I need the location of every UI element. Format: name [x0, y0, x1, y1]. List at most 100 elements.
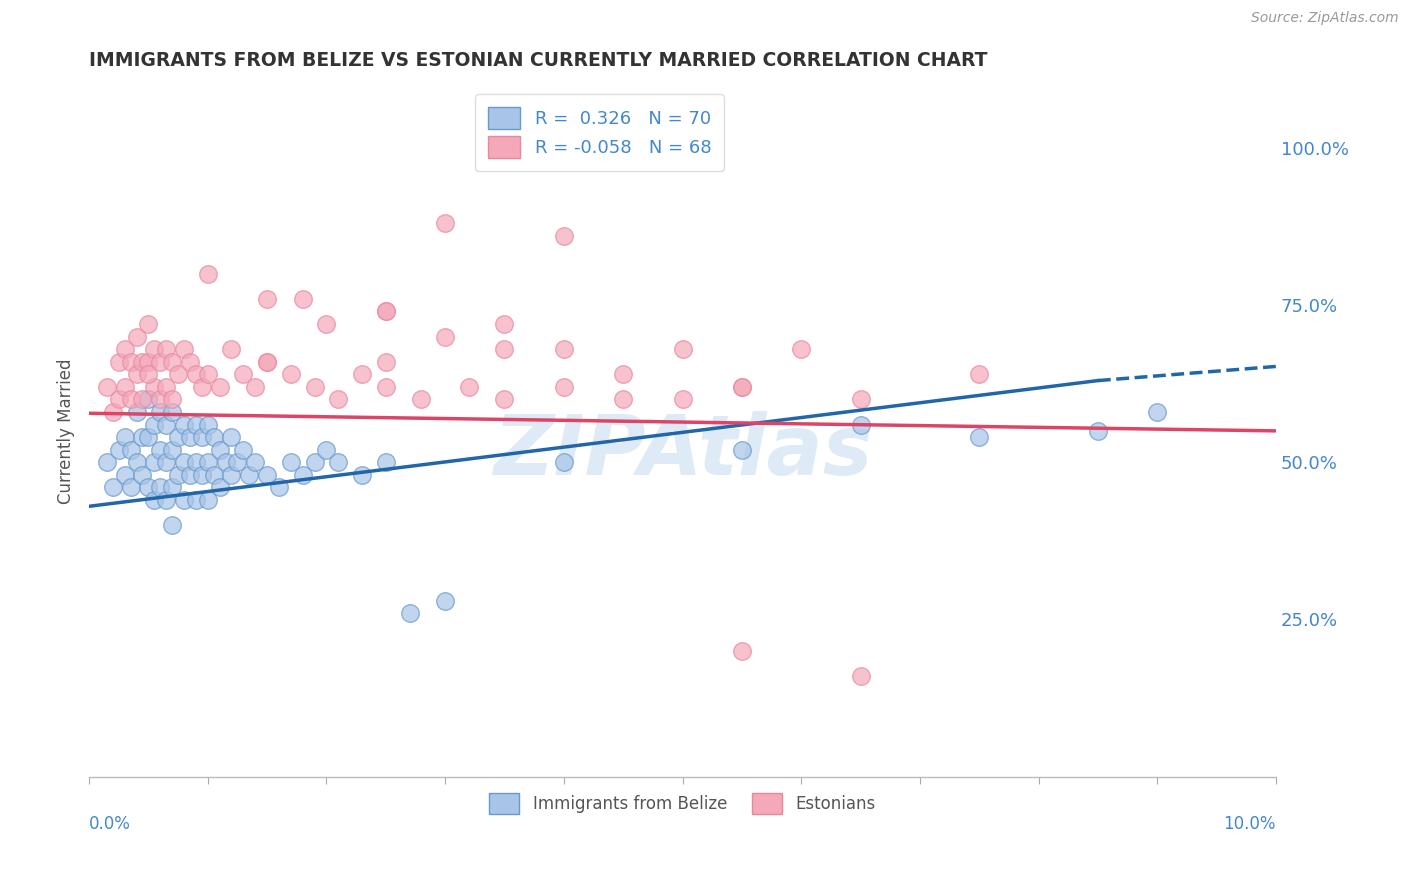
Point [179, 355, 201, 369]
Point [849, 417, 872, 432]
Point [553, 380, 575, 394]
Point [494, 392, 516, 407]
Point [790, 342, 813, 356]
Point [208, 442, 231, 457]
Point [160, 392, 183, 407]
Point [167, 368, 190, 382]
Point [494, 317, 516, 331]
Point [173, 493, 195, 508]
Point [208, 480, 231, 494]
Text: ZIPAtlas: ZIPAtlas [494, 411, 872, 492]
Legend: Immigrants from Belize, Estonians: Immigrants from Belize, Estonians [477, 780, 889, 827]
Point [149, 480, 172, 494]
Point [143, 380, 166, 394]
Point [138, 317, 160, 331]
Point [352, 467, 374, 482]
Point [671, 392, 693, 407]
Point [107, 392, 129, 407]
Point [143, 342, 166, 356]
Point [221, 430, 243, 444]
Point [96, 455, 118, 469]
Point [120, 355, 142, 369]
Point [411, 392, 433, 407]
Point [328, 455, 350, 469]
Point [553, 455, 575, 469]
Point [173, 417, 195, 432]
Point [191, 430, 214, 444]
Point [315, 317, 337, 331]
Text: 0.0%: 0.0% [89, 814, 131, 832]
Point [114, 380, 136, 394]
Point [612, 368, 634, 382]
Point [155, 417, 177, 432]
Point [304, 380, 326, 394]
Point [434, 216, 457, 230]
Point [143, 493, 166, 508]
Point [553, 229, 575, 244]
Point [374, 304, 396, 318]
Point [214, 455, 236, 469]
Point [184, 455, 207, 469]
Point [155, 455, 177, 469]
Point [120, 480, 142, 494]
Point [131, 355, 153, 369]
Point [125, 405, 148, 419]
Point [179, 430, 201, 444]
Point [160, 442, 183, 457]
Point [434, 593, 457, 607]
Point [125, 329, 148, 343]
Point [149, 392, 172, 407]
Point [160, 405, 183, 419]
Point [107, 442, 129, 457]
Point [494, 342, 516, 356]
Point [291, 467, 314, 482]
Point [138, 480, 160, 494]
Point [149, 405, 172, 419]
Point [612, 392, 634, 407]
Point [179, 467, 201, 482]
Point [184, 417, 207, 432]
Point [101, 405, 124, 419]
Point [221, 467, 243, 482]
Point [328, 392, 350, 407]
Point [160, 480, 183, 494]
Point [197, 493, 219, 508]
Point [226, 455, 249, 469]
Point [197, 455, 219, 469]
Point [245, 455, 267, 469]
Point [731, 380, 754, 394]
Point [731, 380, 754, 394]
Point [149, 442, 172, 457]
Point [155, 342, 177, 356]
Point [114, 342, 136, 356]
Point [138, 355, 160, 369]
Point [131, 392, 153, 407]
Point [107, 355, 129, 369]
Point [671, 342, 693, 356]
Point [434, 329, 457, 343]
Point [232, 368, 254, 382]
Point [280, 368, 302, 382]
Point [256, 355, 278, 369]
Point [967, 368, 990, 382]
Point [197, 368, 219, 382]
Point [232, 442, 254, 457]
Text: IMMIGRANTS FROM BELIZE VS ESTONIAN CURRENTLY MARRIED CORRELATION CHART: IMMIGRANTS FROM BELIZE VS ESTONIAN CURRE… [89, 51, 987, 70]
Point [167, 467, 190, 482]
Point [256, 355, 278, 369]
Point [184, 493, 207, 508]
Point [553, 342, 575, 356]
Point [131, 430, 153, 444]
Point [457, 380, 479, 394]
Point [849, 669, 872, 683]
Point [96, 380, 118, 394]
Point [173, 342, 195, 356]
Point [221, 342, 243, 356]
Point [125, 368, 148, 382]
Point [138, 430, 160, 444]
Text: 10.0%: 10.0% [1223, 814, 1277, 832]
Point [280, 455, 302, 469]
Point [731, 644, 754, 658]
Point [120, 392, 142, 407]
Point [291, 292, 314, 306]
